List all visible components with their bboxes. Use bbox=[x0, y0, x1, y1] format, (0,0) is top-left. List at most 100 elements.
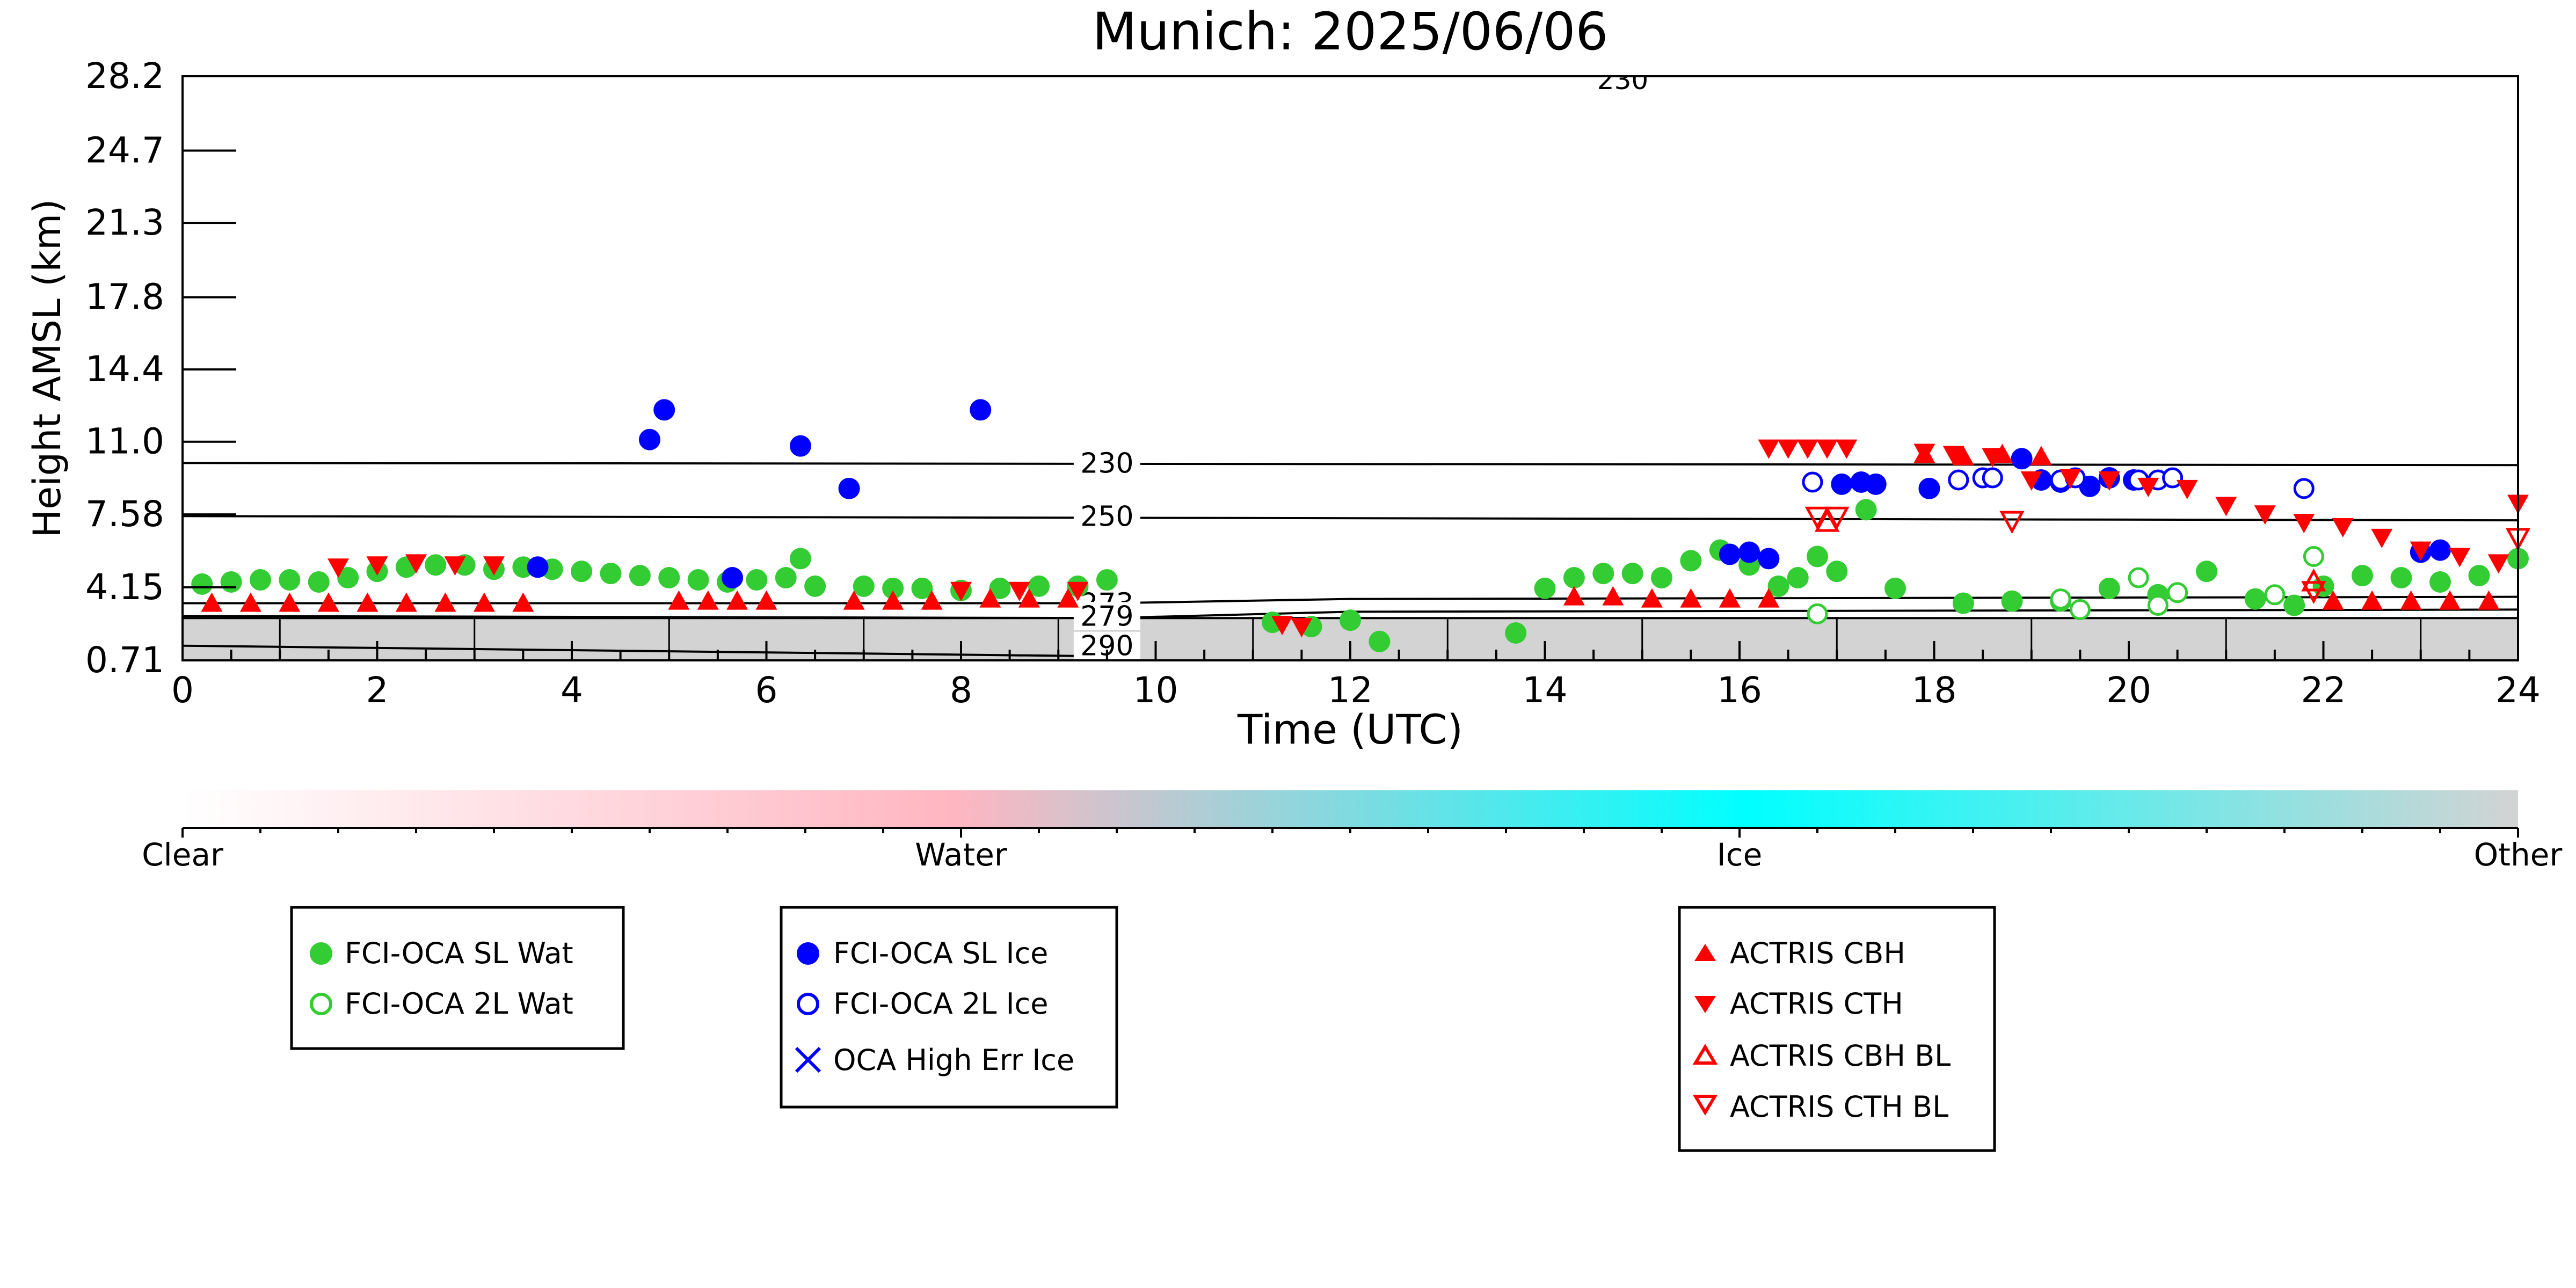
y-tick-label: 4.15 bbox=[85, 566, 164, 608]
isotherm-line bbox=[183, 644, 1107, 658]
isotherm-label: 230 bbox=[1597, 64, 1648, 96]
legend-marker-sl-ice bbox=[797, 942, 819, 965]
data-point bbox=[2390, 567, 2412, 589]
legend-label-cbh: ACTRIS CBH bbox=[1730, 936, 1905, 970]
legend-water: FCI-OCA SL Wat FCI-OCA 2L Wat bbox=[290, 906, 625, 1050]
data-point bbox=[2060, 469, 2082, 489]
data-point bbox=[600, 563, 622, 585]
data-point bbox=[2020, 471, 2042, 491]
isotherm-label: 250 bbox=[1080, 500, 1133, 533]
data-point bbox=[687, 569, 709, 591]
isotherm-label-bg bbox=[1073, 449, 1140, 477]
data-point bbox=[668, 590, 690, 610]
y-tick-label: 14.4 bbox=[85, 348, 164, 390]
data-point bbox=[1952, 592, 1974, 614]
data-point bbox=[1369, 630, 1391, 652]
data-point bbox=[1067, 581, 1089, 601]
x-tick-label: 12 bbox=[1328, 670, 1373, 711]
data-point bbox=[1719, 543, 1741, 565]
data-point bbox=[1942, 446, 1964, 465]
data-point bbox=[1057, 588, 1079, 608]
data-point bbox=[2293, 478, 2315, 499]
y-tick-label: 0.71 bbox=[85, 639, 164, 681]
data-point bbox=[882, 577, 904, 599]
data-point bbox=[2468, 565, 2490, 587]
data-point bbox=[1018, 588, 1040, 608]
x-tick-label: 24 bbox=[2495, 670, 2541, 711]
data-point bbox=[1008, 581, 1030, 601]
isotherm-line bbox=[183, 462, 2518, 467]
data-point bbox=[444, 556, 466, 576]
colorbar-label-water: Water bbox=[915, 836, 1007, 873]
legend-ice: FCI-OCA SL Ice FCI-OCA 2L Ice OCA High E… bbox=[780, 906, 1118, 1109]
legend-marker-2l-wat bbox=[310, 993, 332, 1015]
data-point bbox=[512, 592, 534, 612]
data-point bbox=[1738, 541, 1760, 563]
data-point bbox=[434, 592, 456, 612]
data-point bbox=[838, 477, 860, 499]
data-point bbox=[1802, 471, 1823, 493]
y-tick-label: 11.0 bbox=[85, 421, 164, 462]
isotherm-label-bg bbox=[1073, 602, 1140, 630]
data-point bbox=[1816, 439, 1838, 459]
legend-marker-sl-wat bbox=[310, 942, 332, 965]
legend-ice-frame bbox=[780, 906, 1118, 1109]
y-tick-label: 7.58 bbox=[85, 493, 164, 535]
data-point bbox=[843, 590, 865, 610]
legend-marker-cbh-bl bbox=[1692, 1044, 1718, 1065]
data-point bbox=[653, 399, 675, 421]
data-point bbox=[1982, 467, 2003, 489]
data-point bbox=[775, 567, 797, 589]
data-point bbox=[220, 571, 242, 593]
colorbar-label-other: Other bbox=[2474, 836, 2563, 873]
data-point bbox=[2361, 590, 2383, 610]
data-point bbox=[1271, 616, 1293, 636]
x-axis-label: Time (UTC) bbox=[1237, 705, 1463, 753]
y-axis: 0.71 4.15 7.58 11.0 14.4 17.8 21.3 24.7 28.2 bbox=[85, 55, 236, 681]
data-point bbox=[2098, 471, 2120, 491]
colorbar-label-clear: Clear bbox=[142, 836, 223, 873]
data-point bbox=[201, 592, 223, 612]
legend-marker-cbh bbox=[1694, 944, 1716, 961]
data-point bbox=[789, 548, 811, 570]
colorbar-gradient bbox=[183, 790, 2518, 828]
data-point bbox=[1758, 588, 1780, 608]
legend-label-cbh-bl: ACTRIS CBH BL bbox=[1730, 1039, 1951, 1073]
isotherm-label: 230 bbox=[1080, 447, 1133, 479]
data-point bbox=[1767, 575, 1789, 597]
data-point bbox=[2254, 505, 2276, 525]
data-point bbox=[2410, 541, 2432, 561]
data-point bbox=[1787, 567, 1809, 589]
data-point bbox=[1836, 439, 1858, 459]
data-point bbox=[1505, 622, 1527, 644]
data-point bbox=[1563, 586, 1585, 606]
data-point bbox=[1777, 439, 1799, 459]
isotherm-label: 279 bbox=[1080, 600, 1133, 632]
data-point bbox=[2400, 590, 2422, 610]
series-3 bbox=[1802, 467, 2315, 499]
data-point bbox=[1913, 443, 1935, 463]
series-2 bbox=[527, 399, 2451, 589]
data-point bbox=[789, 435, 811, 457]
data-point bbox=[658, 567, 680, 589]
data-point bbox=[1807, 545, 1828, 567]
data-point bbox=[2215, 497, 2237, 516]
isotherm-line bbox=[183, 608, 2518, 620]
data-point bbox=[2312, 575, 2334, 597]
series-6 bbox=[328, 439, 2529, 638]
data-point bbox=[2371, 528, 2393, 548]
data-point bbox=[1796, 439, 1818, 459]
data-point bbox=[317, 592, 339, 612]
data-point bbox=[279, 569, 301, 591]
data-point bbox=[1824, 506, 1850, 530]
data-point bbox=[911, 577, 933, 599]
isotherm-line bbox=[183, 515, 2518, 522]
x-tick-label: 0 bbox=[171, 670, 194, 711]
data-points bbox=[191, 399, 2531, 652]
data-point bbox=[337, 567, 359, 589]
y-tick-label: 24.7 bbox=[85, 130, 164, 171]
x-tick-label: 2 bbox=[366, 670, 389, 711]
legend-marker-cth bbox=[1694, 996, 1716, 1013]
data-point bbox=[1602, 586, 1624, 606]
